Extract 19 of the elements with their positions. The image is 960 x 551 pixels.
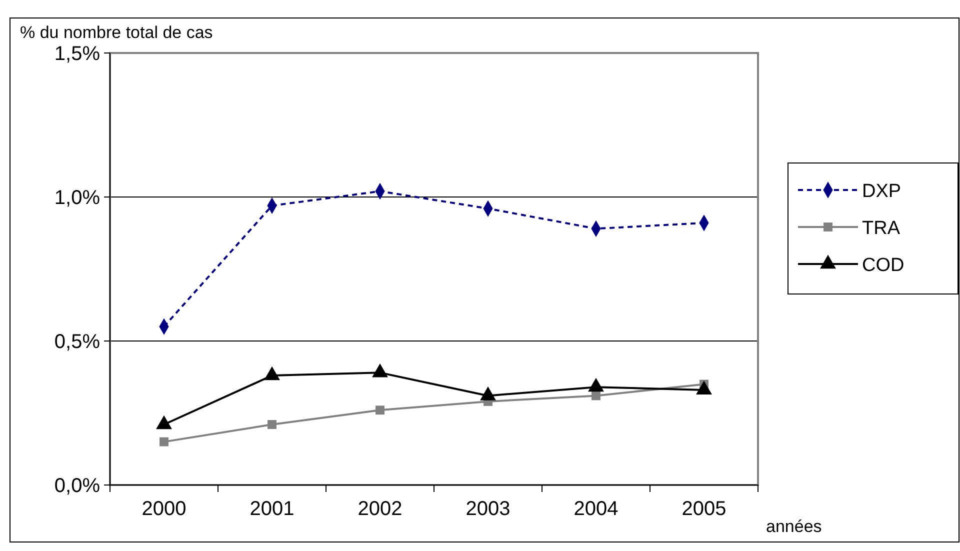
- point: [376, 406, 384, 415]
- x-tick-label: 2004: [574, 498, 618, 520]
- x-tick-label: 2000: [142, 498, 186, 520]
- x-axis-title: années: [766, 517, 822, 536]
- point: [268, 420, 276, 429]
- point: [160, 437, 168, 446]
- y-tick-label: 1,0%: [54, 187, 100, 209]
- legend-label: TRA: [862, 218, 900, 239]
- y-axis-title: % du nombre total de cas: [20, 23, 213, 42]
- point: [592, 391, 600, 400]
- legend-label: DXP: [862, 181, 902, 202]
- x-tick-label: 2003: [466, 498, 510, 520]
- legend-label: COD: [862, 255, 904, 276]
- x-tick-label: 2002: [358, 498, 402, 520]
- y-tick-label: 0,0%: [54, 475, 100, 497]
- x-tick-label: 2001: [250, 498, 294, 520]
- y-tick-label: 1,5%: [54, 43, 100, 65]
- x-tick-label: 2005: [682, 498, 726, 520]
- y-tick-label: 0,5%: [54, 331, 100, 353]
